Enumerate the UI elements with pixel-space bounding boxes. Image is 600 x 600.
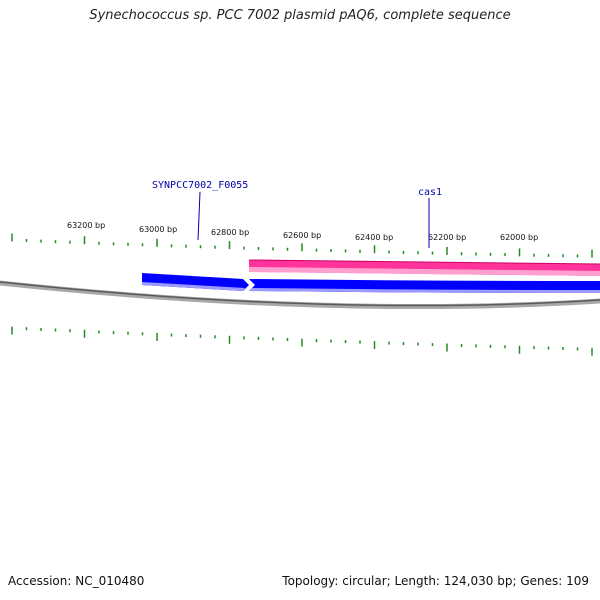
gene-feature-cas1[interactable] xyxy=(249,279,600,293)
gene-label-synpcc7002-f0055[interactable]: SYNPCC7002_F0055 xyxy=(152,180,248,191)
tick-label: 62000 bp xyxy=(500,233,538,242)
accession-text: Accession: NC_010480 xyxy=(8,574,145,588)
tick-label: 63200 bp xyxy=(67,221,105,230)
gene-label-group: SYNPCC7002_F0055 cas1 xyxy=(152,180,442,248)
plasmid-backbone-shadow xyxy=(0,281,600,307)
tick-label: 62600 bp xyxy=(283,231,321,240)
label-leader-line xyxy=(197,191,201,241)
gene-label-cas1[interactable]: cas1 xyxy=(418,187,442,198)
plasmid-backbone xyxy=(0,280,600,310)
gene-feature-forward[interactable] xyxy=(248,259,600,276)
tick-label: 63000 bp xyxy=(139,225,177,234)
inner-tick-ring xyxy=(11,326,593,356)
sequence-summary-text: Topology: circular; Length: 124,030 bp; … xyxy=(282,574,589,588)
map-title: Synechococcus sp. PCC 7002 plasmid pAQ6,… xyxy=(89,8,511,23)
tick-label: 62800 bp xyxy=(211,228,249,237)
tick-labels: 63200 bp 63000 bp 62800 bp 62600 bp 6240… xyxy=(67,221,538,242)
tick-label: 62200 bp xyxy=(428,233,466,242)
outer-tick-ring xyxy=(11,233,593,258)
tick-label: 62400 bp xyxy=(355,233,393,242)
gene-feature-synpcc7002-f0055[interactable] xyxy=(142,273,249,291)
